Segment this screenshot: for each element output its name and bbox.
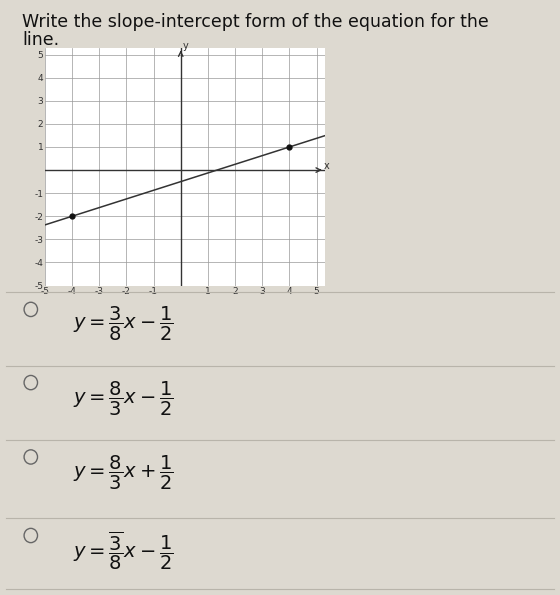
Text: $y = \dfrac{3}{8}x - \dfrac{1}{2}$: $y = \dfrac{3}{8}x - \dfrac{1}{2}$ [73,305,174,343]
Text: $y = \dfrac{\overline{3}}{8}x - \dfrac{1}{2}$: $y = \dfrac{\overline{3}}{8}x - \dfrac{1… [73,529,174,572]
Text: x: x [323,161,329,171]
Text: $y = \dfrac{8}{3}x + \dfrac{1}{2}$: $y = \dfrac{8}{3}x + \dfrac{1}{2}$ [73,454,174,492]
Text: Write the slope-intercept form of the equation for the: Write the slope-intercept form of the eq… [22,13,489,31]
Text: y: y [183,42,189,51]
Text: line.: line. [22,31,59,49]
Text: $y = \dfrac{8}{3}x - \dfrac{1}{2}$: $y = \dfrac{8}{3}x - \dfrac{1}{2}$ [73,380,174,418]
